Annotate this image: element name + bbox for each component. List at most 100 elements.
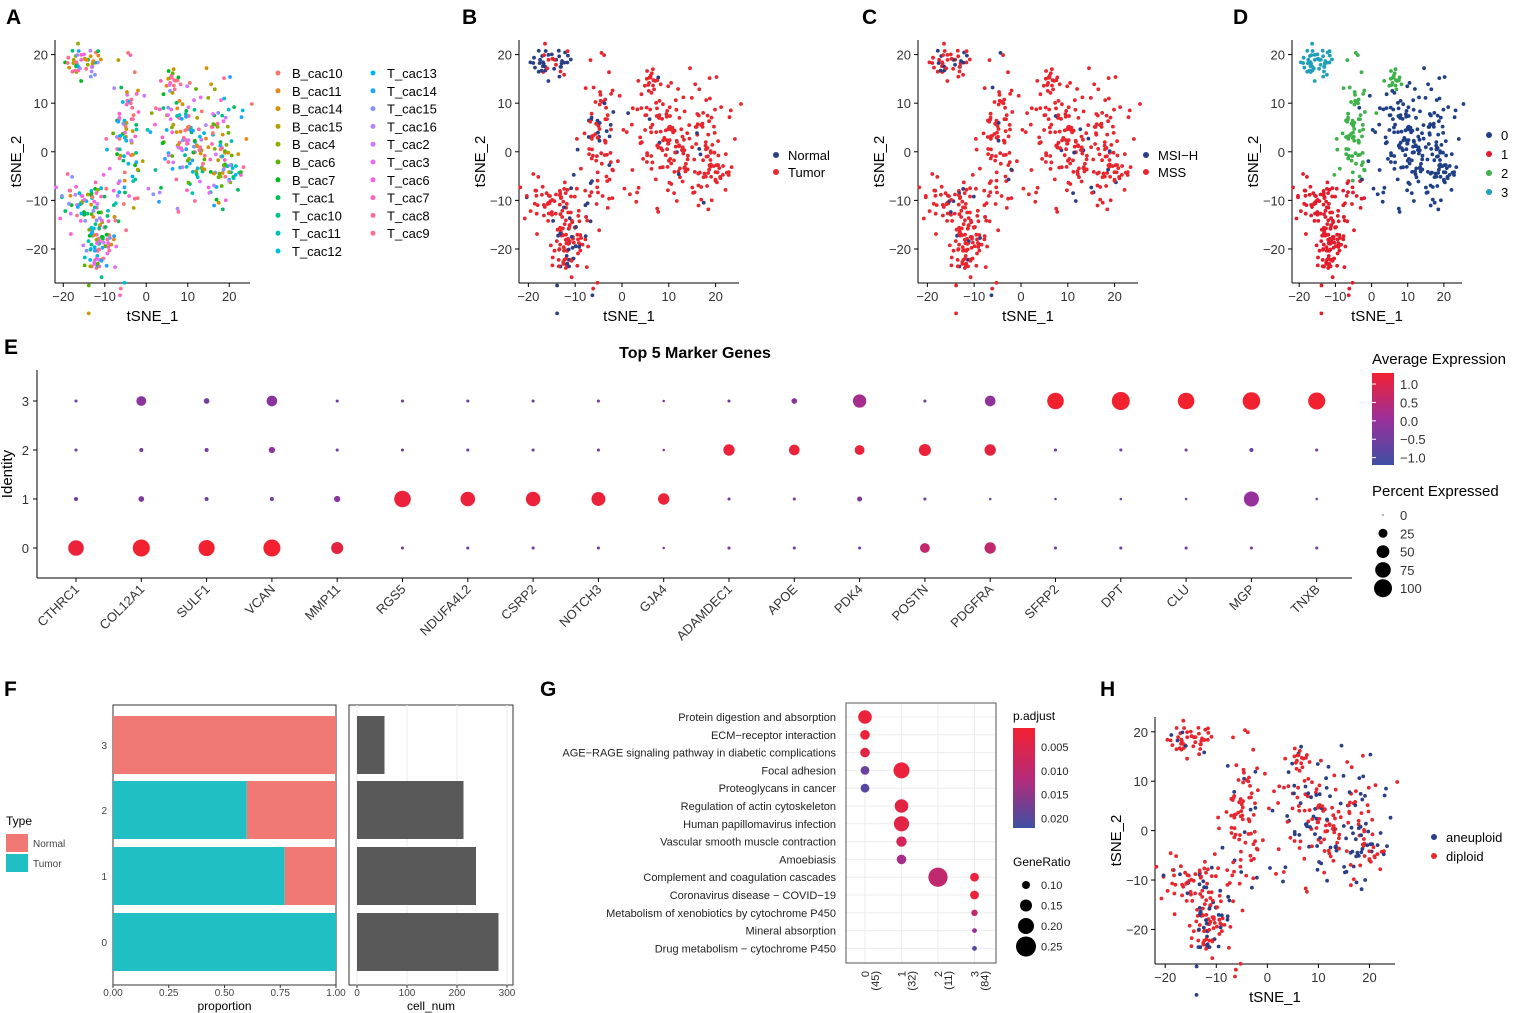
scatter-point (124, 228, 128, 233)
expression-dot (596, 546, 600, 550)
scatter-point (660, 165, 665, 170)
panel-label-d: D (1233, 6, 1248, 29)
scatter-point (1247, 775, 1251, 780)
scatter-point (1184, 881, 1188, 886)
scatter-point (605, 113, 610, 117)
scatter-point (113, 218, 118, 223)
scatter-point (1318, 836, 1322, 840)
scatter-point (1413, 87, 1417, 91)
scatter-point (600, 194, 605, 198)
scatter-point (1104, 184, 1108, 188)
scatter-point (1197, 882, 1202, 887)
scatter-point (528, 209, 533, 214)
scatter-point (1381, 852, 1386, 857)
scatter-point (227, 179, 232, 183)
scatter-point (1434, 98, 1439, 102)
scatter-point (1204, 898, 1209, 903)
scatter-point (1297, 749, 1302, 753)
scatter-point (1368, 842, 1373, 847)
y-tick-label: −10 (1126, 873, 1148, 888)
size-legend-dot (1020, 899, 1032, 912)
scatter-point (86, 283, 91, 288)
scatter-point (596, 130, 600, 135)
expression-dot (74, 448, 78, 452)
x-axis-title: tSNE_1 (603, 308, 655, 325)
scatter-point (1317, 66, 1321, 71)
scatter-point (1341, 774, 1346, 778)
scatter-point (201, 161, 205, 166)
scatter-point (691, 191, 695, 195)
scatter-point (212, 183, 216, 188)
scatter-point (1051, 87, 1055, 92)
scatter-point (103, 244, 108, 249)
scatter-point (95, 261, 100, 266)
x-axis-title: cell_num (407, 999, 455, 1013)
scatter-point (1420, 157, 1425, 162)
expression-dot (1119, 448, 1123, 452)
scatter-point (135, 196, 140, 201)
expression-dot (466, 399, 470, 403)
scatter-point (1432, 158, 1437, 163)
scatter-point (1295, 795, 1300, 800)
scatter-point (117, 111, 122, 116)
scatter-point (1349, 825, 1354, 830)
expression-dot (269, 496, 274, 502)
scatter-point (952, 211, 957, 216)
scatter-point (166, 153, 171, 158)
scatter-point (607, 70, 611, 75)
scatter-point (1249, 791, 1254, 796)
scatter-point (88, 258, 93, 262)
scatter-point (90, 195, 95, 200)
scatter-point (1197, 927, 1201, 932)
scatter-point (1261, 838, 1265, 843)
scatter-point (707, 76, 712, 80)
scatter-point (1080, 151, 1085, 156)
scatter-point (78, 202, 83, 207)
scatter-point (171, 122, 176, 127)
scatter-point (546, 211, 551, 216)
scatter-point (133, 163, 138, 168)
enrichment-dot (972, 928, 977, 933)
scatter-point (647, 117, 652, 121)
scatter-point (706, 154, 710, 159)
scatter-point (1353, 151, 1358, 156)
scatter-point (83, 219, 88, 223)
scatter-point (628, 192, 632, 197)
expression-dot (400, 399, 405, 403)
scatter-point (1038, 92, 1043, 97)
y-tick-label: 20 (1134, 725, 1148, 740)
scatter-point (223, 149, 227, 154)
scatter-point (1372, 854, 1377, 858)
scatter-point (1382, 79, 1387, 83)
y-tick-label: −20 (490, 242, 512, 257)
scatter-point (220, 154, 225, 159)
scatter-point (1067, 124, 1071, 129)
legend-swatch (275, 88, 281, 94)
scatter-point (198, 151, 203, 156)
scatter-point (120, 100, 125, 104)
scatter-point (1416, 134, 1421, 139)
expression-dot (1053, 546, 1058, 550)
expression-dot (596, 399, 600, 403)
scatter-point (676, 169, 681, 174)
scatter-point (157, 190, 162, 195)
legend-label: B_cac14 (292, 102, 343, 117)
scatter-point (1342, 265, 1347, 269)
scatter-point (1353, 803, 1358, 808)
scatter-point (1389, 153, 1393, 158)
legend-swatch (275, 230, 281, 236)
scatter-point (543, 41, 547, 46)
scatter-point (1386, 157, 1390, 161)
scatter-point (934, 203, 939, 208)
x-tick-label: 10 (181, 289, 195, 304)
scatter-point (184, 165, 189, 169)
scatter-point (638, 135, 643, 140)
scatter-point (101, 173, 106, 177)
y-tick-label: 20 (897, 48, 911, 63)
scatter-point (1445, 175, 1450, 179)
scatter-point (935, 175, 940, 179)
scatter-point (194, 87, 198, 91)
scatter-point (1053, 101, 1057, 105)
scatter-point (605, 206, 610, 210)
scatter-point (1327, 261, 1332, 266)
